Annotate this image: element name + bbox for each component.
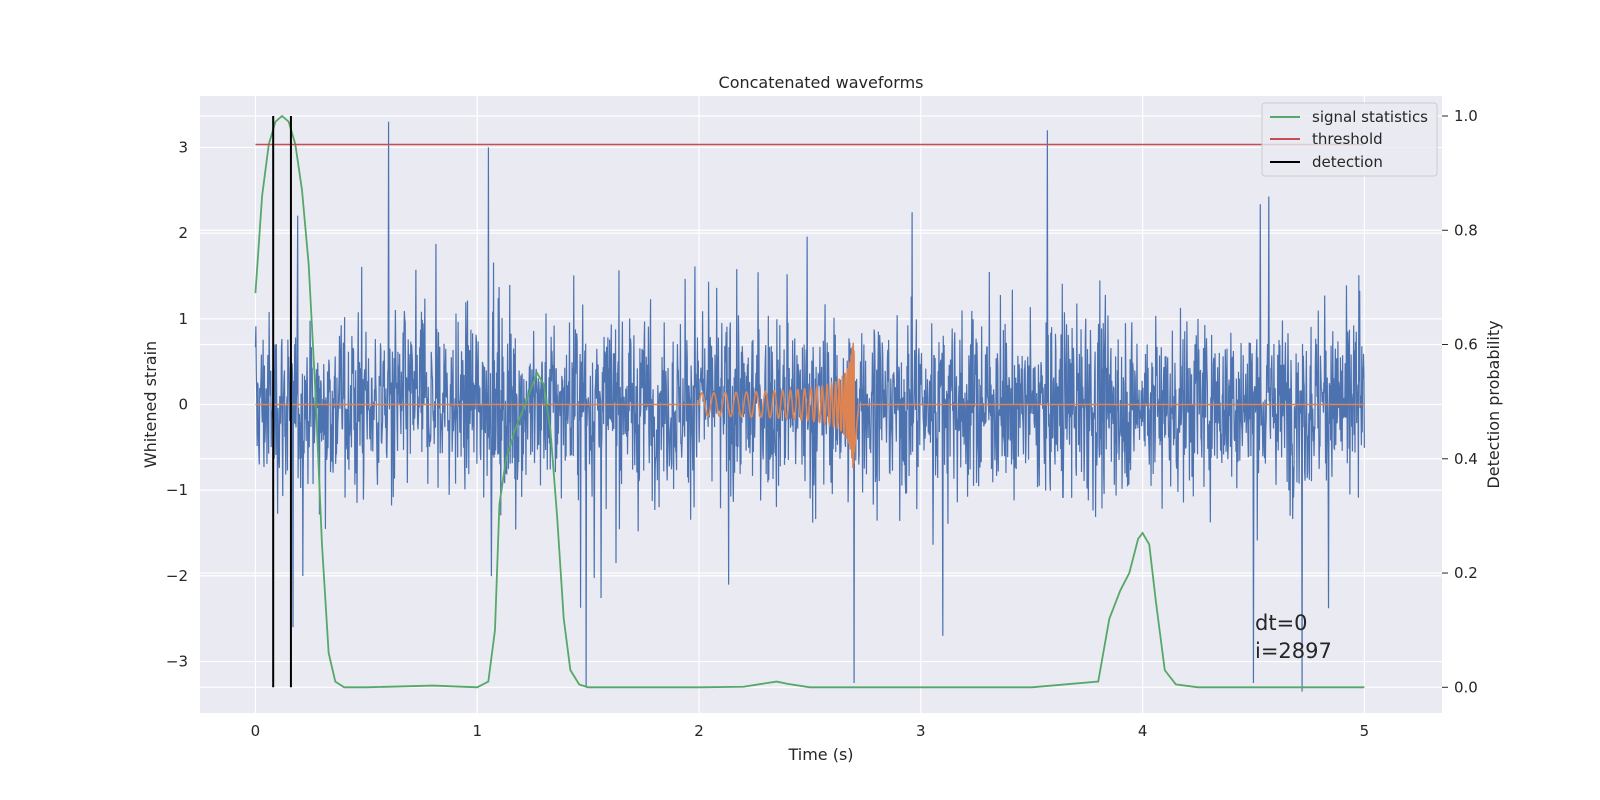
annotation-dt: dt=0 <box>1255 611 1308 635</box>
x-axis-label: Time (s) <box>787 745 853 764</box>
y-left-tick-label-3: 0 <box>178 396 188 414</box>
y-right-tick-label-5: 0.0 <box>1454 678 1478 696</box>
y-right-tick-label-1: 0.8 <box>1454 221 1478 239</box>
legend-frame <box>1261 102 1438 177</box>
y-axis-left-ticks: 3 2 1 0 −1 −2 −3 <box>166 138 188 670</box>
y-left-tick-label-4: −1 <box>166 481 188 499</box>
legend-label-signal-statistics: signal statistics <box>1312 108 1428 126</box>
y-axis-left-label: Whitened strain <box>141 341 160 468</box>
x-tick-label-1: 1 <box>472 722 482 740</box>
series-layer <box>254 114 1365 692</box>
legend-label-detection: detection <box>1312 153 1383 171</box>
y-left-tick-label-2: 1 <box>178 310 188 328</box>
noise-series-line <box>254 121 1365 692</box>
y-right-tick-label-4: 0.2 <box>1454 564 1478 582</box>
y-axis-right-label: Detection probability <box>1484 320 1503 488</box>
y-left-tick-label-5: −2 <box>166 567 188 585</box>
y-right-tick-label-3: 0.4 <box>1454 450 1478 468</box>
signal-statistics-line <box>254 114 1365 689</box>
y-right-tick-label-0: 1.0 <box>1454 107 1478 125</box>
chart-title: Concatenated waveforms <box>719 73 924 92</box>
annotation-index: i=2897 <box>1255 639 1332 663</box>
x-axis-ticks: 0 1 2 3 4 5 <box>251 722 1369 740</box>
legend: signal statistics threshold detection <box>1261 102 1438 177</box>
x-tick-label-3: 3 <box>916 722 926 740</box>
x-tick-label-2: 2 <box>694 722 704 740</box>
y-axis-right-ticks: 1.0 0.8 0.6 0.4 0.2 0.0 <box>1442 107 1478 696</box>
x-tick-label-5: 5 <box>1360 722 1370 740</box>
legend-label-threshold: threshold <box>1312 130 1383 148</box>
y-left-tick-label-6: −3 <box>166 653 188 671</box>
x-tick-label-0: 0 <box>251 722 261 740</box>
chirp-waveform-line <box>255 342 1365 469</box>
y-left-tick-label-1: 2 <box>178 224 188 242</box>
y-right-tick-label-2: 0.6 <box>1454 336 1478 354</box>
y-left-tick-label-0: 3 <box>178 138 188 156</box>
x-tick-label-4: 4 <box>1138 722 1148 740</box>
